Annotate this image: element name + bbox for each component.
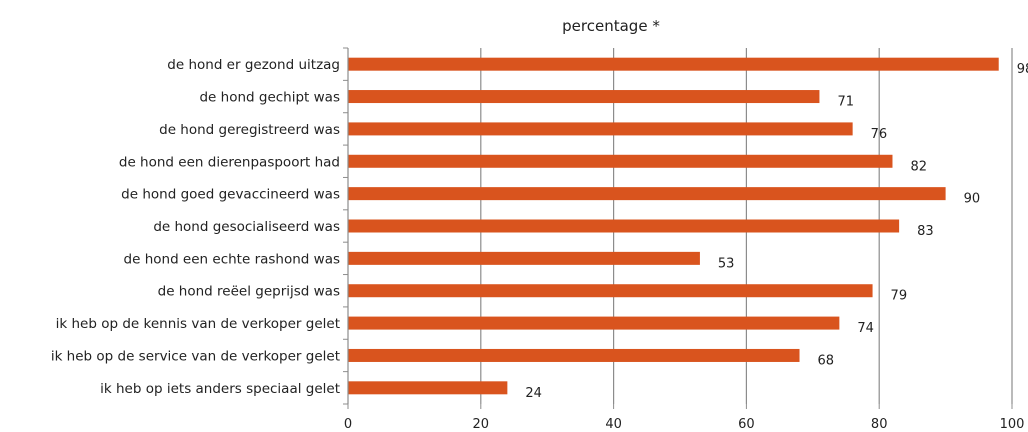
bar (348, 57, 999, 71)
value-label: 71 (837, 95, 854, 110)
category-label: de hond goed gevaccineerd was (121, 187, 340, 203)
value-label: 98 (1017, 62, 1028, 77)
value-labels: 98 71 76 82 90 83 53 79 74 68 24 (525, 62, 1028, 401)
bar (348, 381, 508, 395)
category-label: de hond een dierenpaspoort had (119, 154, 340, 170)
bar (348, 122, 853, 136)
bar (348, 90, 820, 104)
value-label: 90 (964, 192, 981, 207)
value-label: 82 (910, 159, 927, 174)
bar (348, 251, 700, 265)
bar (348, 284, 873, 298)
category-label: de hond er gezond uitzag (167, 57, 340, 73)
value-label: 74 (857, 321, 874, 336)
x-tick-label: 80 (871, 417, 888, 432)
value-label: 79 (891, 289, 908, 304)
category-label: de hond geregistreerd was (159, 122, 340, 138)
value-label: 24 (525, 386, 542, 401)
category-label: ik heb op de kennis van de verkoper gele… (56, 316, 340, 332)
category-label: de hond reëel geprijsd was (158, 284, 340, 300)
x-tick-label: 60 (738, 417, 755, 432)
x-tick-label: 20 (473, 417, 490, 432)
bars (348, 57, 999, 395)
category-label: de hond gechipt was (199, 90, 340, 106)
value-label: 83 (917, 224, 934, 239)
bar (348, 348, 800, 362)
x-tick-label: 40 (605, 417, 622, 432)
category-label: ik heb op de service van de verkoper gel… (51, 348, 340, 364)
category-label: ik heb op iets anders speciaal gelet (100, 381, 340, 397)
bar (348, 219, 900, 233)
x-axis-ticks: 0 20 40 60 80 100 (343, 47, 1025, 432)
bar (348, 187, 946, 201)
value-label: 76 (871, 127, 888, 142)
bar (348, 154, 893, 168)
value-label: 53 (718, 256, 735, 271)
category-label: de hond gesocialiseerd was (153, 219, 340, 235)
category-label: de hond een echte rashond was (124, 251, 340, 267)
chart-title: percentage * (562, 17, 660, 35)
value-label: 68 (818, 353, 835, 368)
x-tick-label: 100 (1000, 417, 1025, 432)
category-labels: de hond er gezond uitzag de hond gechipt … (51, 57, 340, 397)
bar (348, 316, 840, 330)
x-tick-label: 0 (344, 417, 352, 432)
